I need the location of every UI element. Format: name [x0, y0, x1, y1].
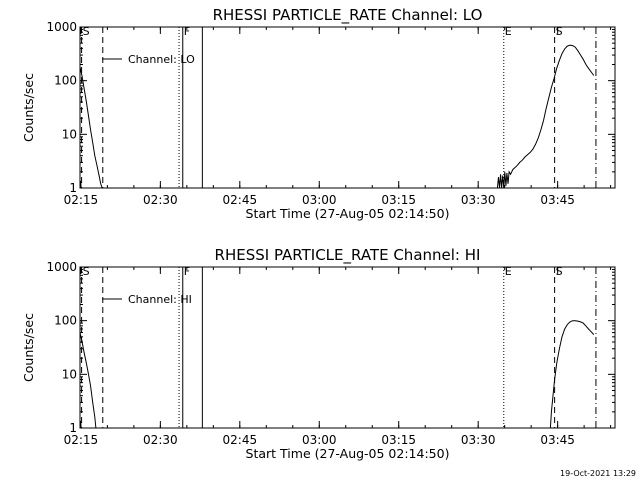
event-marker-label: F	[184, 265, 190, 278]
legend-label: Channel: HI	[128, 293, 192, 306]
x-tick-label: 02:15	[64, 193, 99, 207]
event-marker-label: E	[505, 25, 512, 38]
event-marker-label: S	[83, 265, 90, 278]
x-tick-label: 02:15	[64, 433, 99, 447]
event-marker-label: S	[83, 25, 90, 38]
data-series-line	[496, 44, 595, 189]
x-tick-label: 02:30	[143, 193, 178, 207]
event-marker-label: S	[556, 25, 563, 38]
plot-frame	[79, 266, 616, 429]
x-axis-label: Start Time (27-Aug-05 02:14:50)	[246, 446, 450, 461]
x-tick-label: 03:00	[302, 193, 337, 207]
footer-timestamp: 19-Oct-2021 13:29	[560, 469, 636, 478]
x-tick-label: 03:30	[461, 433, 496, 447]
event-marker-label: F	[184, 25, 190, 38]
x-tick-label: 02:45	[223, 433, 258, 447]
x-tick-label: 03:15	[381, 433, 416, 447]
x-tick-label: 02:30	[143, 433, 178, 447]
x-tick-label: 03:45	[540, 433, 575, 447]
x-tick-label: 03:00	[302, 433, 337, 447]
chart-title: RHESSI PARTICLE_RATE Channel: LO	[213, 6, 483, 25]
y-tick-label: 100	[54, 74, 77, 88]
x-tick-label: 03:45	[540, 193, 575, 207]
y-axis-label: Counts/sec	[21, 313, 36, 382]
y-tick-label: 1	[69, 181, 77, 195]
data-series-line	[549, 320, 595, 429]
y-tick-label: 10	[62, 127, 77, 141]
y-tick-label: 1000	[46, 260, 77, 274]
data-series-line	[79, 332, 97, 429]
chart-panel-1: RHESSI PARTICLE_RATE Channel: LO 1 10 100 10…	[21, 6, 616, 221]
y-axis-label: Counts/sec	[21, 73, 36, 142]
x-axis-label: Start Time (27-Aug-05 02:14:50)	[246, 206, 450, 221]
event-marker-label: E	[505, 265, 512, 278]
y-tick-label: 1000	[46, 20, 77, 34]
y-tick-label: 100	[54, 314, 77, 328]
plot-frame	[79, 26, 616, 189]
y-tick-label: 10	[62, 367, 77, 381]
chart-panel-2: RHESSI PARTICLE_RATE Channel: HI 1 10 100 10…	[21, 246, 616, 461]
event-marker-label: S	[556, 265, 563, 278]
x-tick-label: 02:45	[223, 193, 258, 207]
x-tick-label: 03:15	[381, 193, 416, 207]
legend-label: Channel: LO	[128, 53, 195, 66]
data-series-line	[79, 66, 103, 189]
x-tick-label: 03:30	[461, 193, 496, 207]
chart-title: RHESSI PARTICLE_RATE Channel: HI	[215, 246, 481, 265]
y-tick-label: 1	[69, 421, 77, 435]
